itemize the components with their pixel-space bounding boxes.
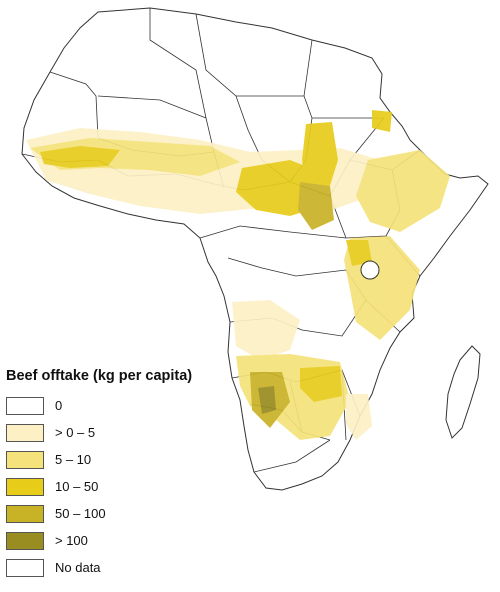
legend-item: > 0 – 5: [6, 421, 236, 444]
south-light: [232, 300, 300, 360]
uganda-strong: [346, 240, 372, 266]
legend-label: No data: [55, 560, 101, 575]
legend: Beef offtake (kg per capita) 0 > 0 – 5 5 –…: [6, 368, 236, 583]
legend-swatch: [6, 423, 44, 442]
legend-swatch: [6, 531, 44, 550]
sudan-strong: [302, 122, 338, 198]
namibia-darkest: [258, 386, 276, 414]
sudan-north: [372, 110, 392, 132]
legend-item: No data: [6, 556, 236, 579]
south-sudan-dark: [298, 182, 334, 230]
legend-item: 50 – 100: [6, 502, 236, 525]
legend-title: Beef offtake (kg per capita): [6, 368, 193, 384]
legend-label: 10 – 50: [55, 479, 99, 494]
legend-item: 10 – 50: [6, 475, 236, 498]
legend-label: 0: [55, 398, 63, 413]
offtake-shading: [26, 110, 450, 440]
legend-list: 0 > 0 – 5 5 – 10 10 – 50 50 – 100 > 100 No dat…: [6, 394, 236, 579]
legend-item: 5 – 10: [6, 448, 236, 471]
lake-victoria: [360, 260, 380, 280]
legend-swatch: [6, 477, 44, 496]
legend-swatch: [6, 558, 44, 577]
madagascar-outline: [445, 345, 481, 439]
legend-label: 5 – 10: [55, 452, 92, 467]
legend-label: > 0 – 5: [55, 425, 96, 440]
legend-swatch: [6, 504, 44, 523]
legend-item: 0: [6, 394, 236, 417]
zimbabwe-strong: [300, 366, 342, 402]
sahel-west-strong: [40, 146, 120, 168]
legend-label: > 100: [55, 533, 88, 548]
legend-swatch: [6, 396, 44, 415]
mozambique-light: [346, 394, 372, 440]
legend-label: 50 – 100: [55, 506, 106, 521]
ethiopia-mid: [356, 150, 450, 232]
legend-item: > 100: [6, 529, 236, 552]
legend-swatch: [6, 450, 44, 469]
